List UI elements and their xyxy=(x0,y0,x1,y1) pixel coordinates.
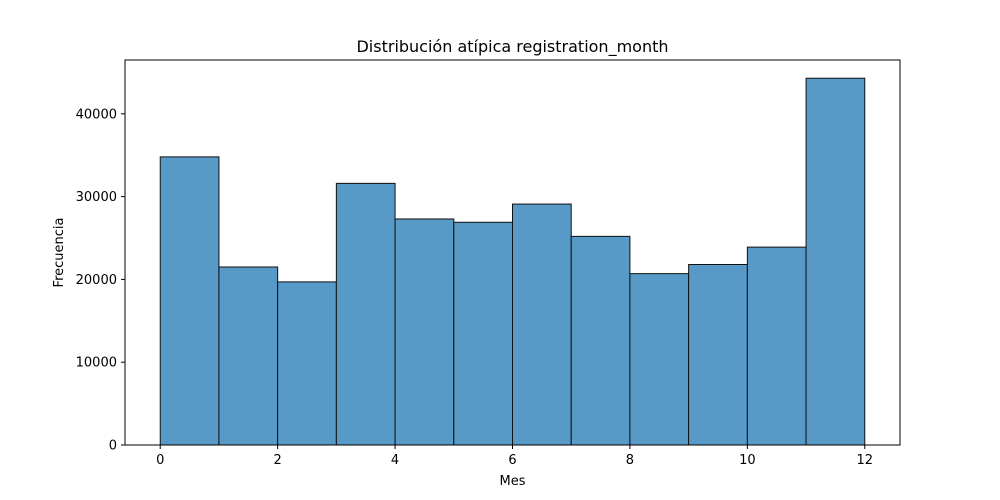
x-tick-label: 0 xyxy=(156,453,164,468)
histogram-bar xyxy=(746,246,807,446)
histogram-bar xyxy=(218,266,279,446)
bars-group xyxy=(159,77,866,446)
histogram-bar xyxy=(629,273,690,446)
y-axis-ticks: 0 10000 20000 30000 40000 xyxy=(76,107,125,454)
histogram-bar xyxy=(688,264,748,446)
y-tick-label: 40000 xyxy=(76,107,117,122)
x-axis-ticks: 0 2 4 6 8 10 12 xyxy=(156,445,873,468)
x-tick-label: 4 xyxy=(391,453,399,468)
histogram-bar xyxy=(159,156,220,446)
histogram-bar xyxy=(512,203,572,446)
histogram-bar xyxy=(805,77,866,446)
x-tick-label: 12 xyxy=(856,453,873,468)
y-tick-label: 10000 xyxy=(76,356,117,371)
chart-title: Distribución atípica registration_month xyxy=(356,37,668,57)
histogram-bar xyxy=(570,235,631,446)
x-tick-label: 2 xyxy=(274,453,282,468)
x-tick-label: 10 xyxy=(739,453,756,468)
x-tick-label: 6 xyxy=(508,453,516,468)
y-tick-label: 30000 xyxy=(76,190,117,205)
histogram-bar xyxy=(453,221,513,446)
y-tick-label: 20000 xyxy=(76,273,117,288)
histogram-bar xyxy=(335,182,396,446)
y-axis-label: Frecuencia xyxy=(52,218,67,288)
x-axis-label: Mes xyxy=(500,474,526,489)
y-tick-label: 0 xyxy=(109,439,117,454)
x-tick-label: 8 xyxy=(626,453,634,468)
histogram-bar xyxy=(394,218,455,446)
histogram-bar xyxy=(277,281,337,446)
